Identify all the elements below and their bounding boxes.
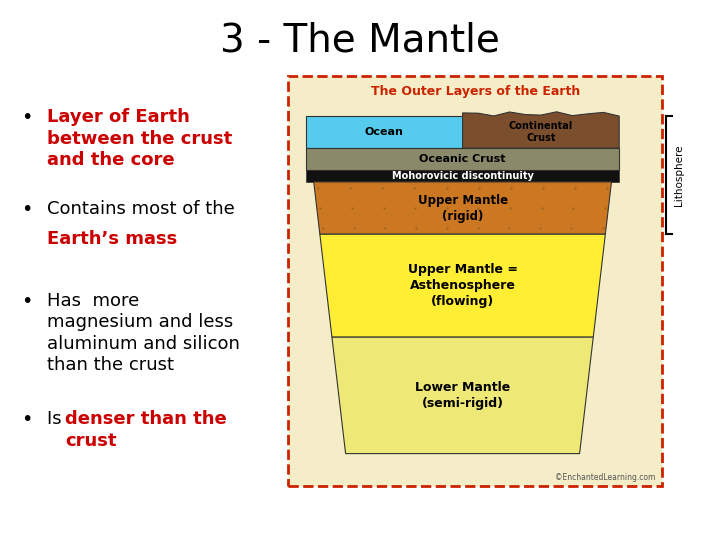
Text: Lithosphere: Lithosphere	[674, 144, 684, 206]
Text: Has  more
magnesium and less
aluminum and silicon
than the crust: Has more magnesium and less aluminum and…	[47, 292, 240, 374]
Polygon shape	[314, 182, 611, 234]
Polygon shape	[463, 112, 619, 148]
Polygon shape	[306, 148, 619, 170]
Bar	[288, 76, 662, 486]
Text: •: •	[22, 292, 33, 310]
Text: Contains most of the: Contains most of the	[47, 200, 235, 218]
Polygon shape	[306, 170, 619, 182]
Text: Upper Mantle =
Asthenosphere
(flowing): Upper Mantle = Asthenosphere (flowing)	[408, 263, 518, 308]
Text: Lower Mantle
(semi-rigid): Lower Mantle (semi-rigid)	[415, 381, 510, 410]
Text: Mohorovicic discontinuity: Mohorovicic discontinuity	[392, 171, 534, 181]
Text: Oceanic Crust: Oceanic Crust	[419, 154, 506, 164]
Text: ©EnchantedLearning.com: ©EnchantedLearning.com	[555, 472, 655, 482]
Text: •: •	[22, 410, 33, 429]
Text: Is: Is	[47, 410, 67, 428]
Text: denser than the
crust: denser than the crust	[65, 410, 227, 450]
Polygon shape	[320, 234, 606, 337]
Text: •: •	[22, 108, 33, 127]
Text: The Outer Layers of the Earth: The Outer Layers of the Earth	[371, 85, 580, 98]
Text: Upper Mantle
(rigid): Upper Mantle (rigid)	[418, 193, 508, 222]
Text: 3 - The Mantle: 3 - The Mantle	[220, 22, 500, 59]
Text: •: •	[22, 200, 33, 219]
Text: Ocean: Ocean	[365, 127, 404, 137]
Text: Earth’s mass: Earth’s mass	[47, 230, 177, 247]
Polygon shape	[332, 337, 593, 454]
Text: Layer of Earth
between the crust
and the core: Layer of Earth between the crust and the…	[47, 108, 232, 169]
Text: Continental
Crust: Continental Crust	[509, 122, 573, 143]
Polygon shape	[306, 116, 463, 148]
